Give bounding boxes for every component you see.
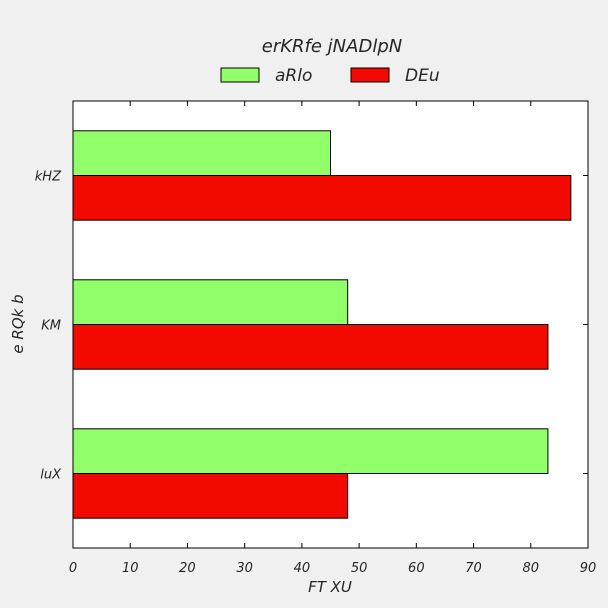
x-tick-label-70: 70 [465,561,482,576]
bar-DEu-luX [72,473,349,519]
legend-swatch-DEu [350,67,390,83]
bar-DEu-KM [72,324,549,370]
x-axis: 0 10 20 30 40 50 60 70 80 90 [69,101,596,576]
y-tick-label-kHZ: kHZ [35,170,62,185]
x-tick-label-60: 60 [408,561,425,576]
y-axis: luX KM kHZ [35,170,588,483]
x-tick-label-90: 90 [580,561,597,576]
x-tick-label-20: 20 [179,561,196,576]
y-tick-label-luX: luX [40,468,62,483]
legend-label-aRlo: aRlo [275,66,312,86]
legend: aRlo DEu [220,66,440,86]
x-tick-label-10: 10 [122,561,139,576]
x-tick-label-40: 40 [294,561,311,576]
y-axis-label: e RQk b [9,294,27,353]
legend-label-DEu: DEu [405,66,440,86]
chart-title: erKRfe jNADlpN [262,36,402,57]
x-tick-label-50: 50 [351,561,368,576]
y-tick-label-KM: KM [41,319,61,334]
x-tick-label-30: 30 [236,561,253,576]
bar-DEu-kHZ [72,175,572,221]
bar-aRlo-luX [72,428,549,474]
bar-aRlo-kHZ [72,130,331,177]
legend-swatch-aRlo [220,67,260,83]
x-tick-label-80: 80 [523,561,540,576]
x-tick-label-0: 0 [69,561,77,576]
bars [72,130,572,519]
x-axis-label: FT XU [308,578,352,596]
bar-aRlo-KM [72,279,349,325]
